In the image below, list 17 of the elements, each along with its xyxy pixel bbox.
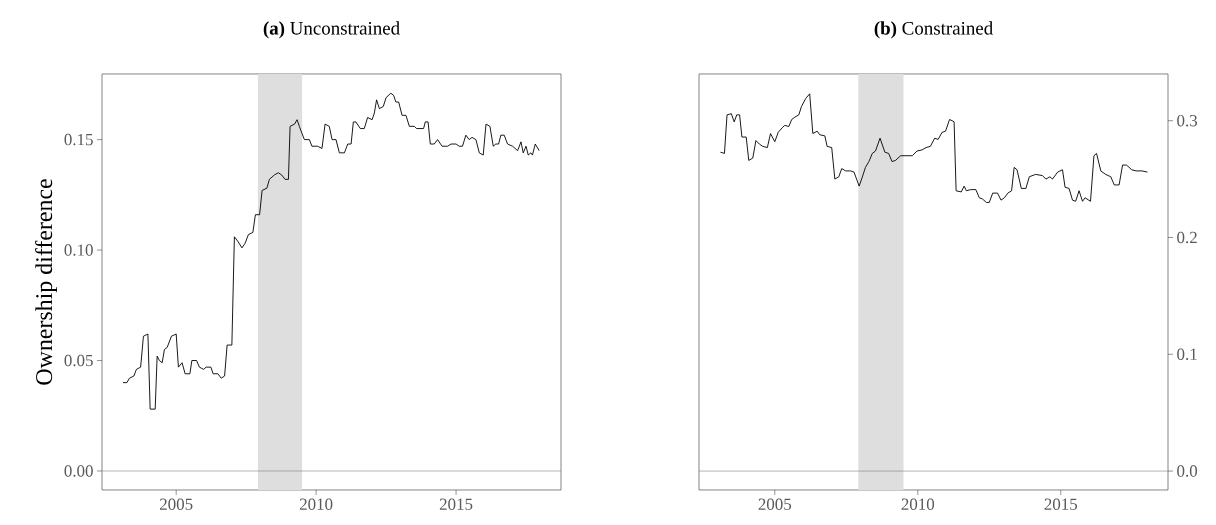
- y2-tick-label: 0.2: [1177, 231, 1197, 244]
- x-tick-label: 2005: [758, 498, 792, 510]
- x-tick-label: 2015: [439, 498, 473, 510]
- x-tick-label: 2010: [299, 498, 333, 510]
- y2-tick-label: 0.3: [1177, 114, 1198, 127]
- y-tick-label: 0.00: [64, 465, 93, 477]
- chart-title: (a) Unconstrained: [263, 21, 400, 39]
- y-tick-label: 0.15: [64, 133, 93, 146]
- y-tick-label: 0.10: [64, 244, 93, 256]
- chart-title: (b) Constrained: [874, 21, 993, 39]
- y-axis-title: Ownership difference: [35, 179, 58, 385]
- y2-tick-label: 0.0: [1177, 465, 1198, 477]
- x-tick-label: 2010: [901, 498, 935, 510]
- x-tick-label: 2005: [159, 498, 193, 510]
- x-tick-label: 2015: [1044, 498, 1078, 510]
- y2-tick-label: 0.1: [1177, 348, 1197, 361]
- y-tick-label: 0.05: [64, 354, 93, 367]
